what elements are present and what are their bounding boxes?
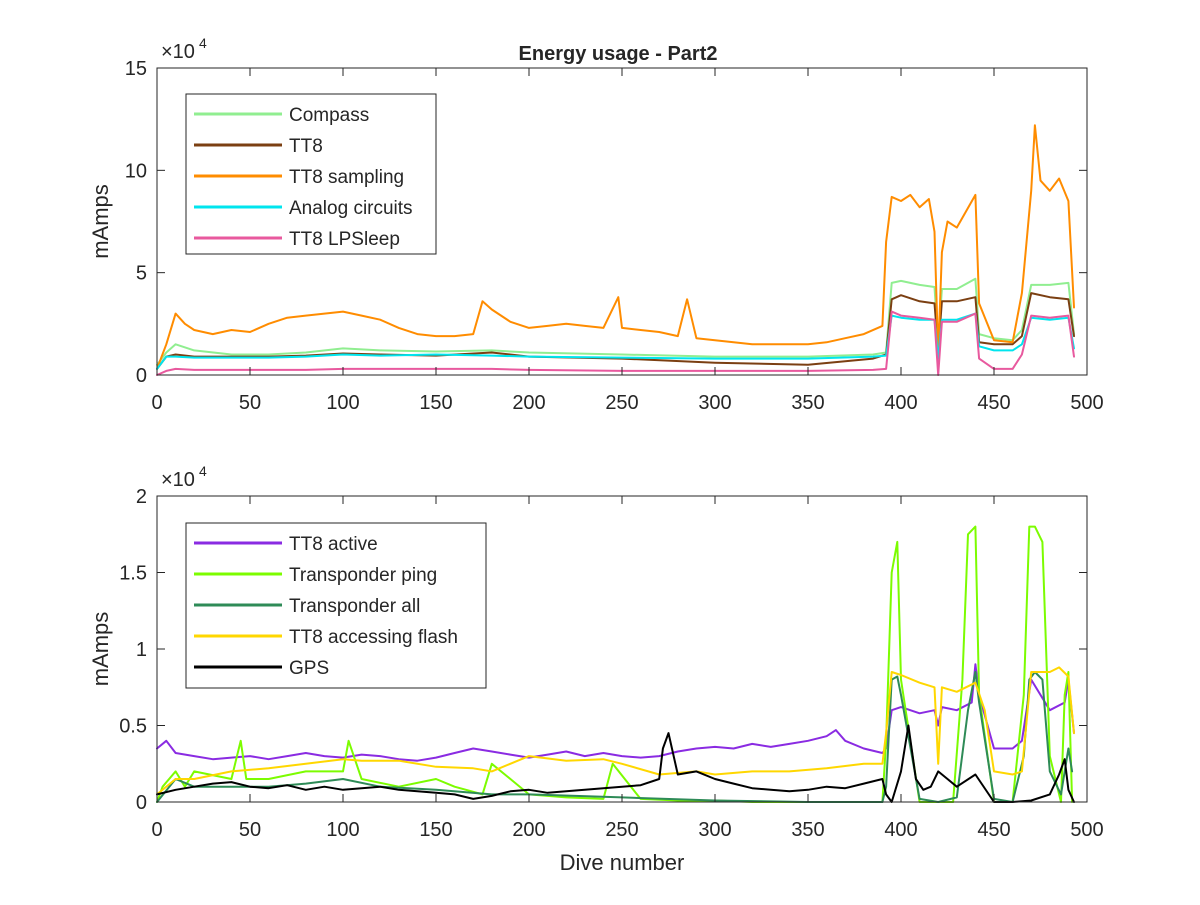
x-tick-label: 150 bbox=[419, 819, 452, 841]
x-tick-label: 250 bbox=[605, 819, 638, 841]
x-tick-label: 200 bbox=[512, 392, 545, 414]
x-tick-label: 100 bbox=[326, 392, 359, 414]
x-tick-label: 150 bbox=[419, 392, 452, 414]
bottom-plot: 0 50 100 150 200 250 300 350 400 450 500 0 0.5 1 1.5 2 ×… bbox=[88, 463, 1104, 875]
legend-box bbox=[185, 93, 437, 255]
x-tick-label: 450 bbox=[977, 392, 1010, 414]
y-tick-label: 1.5 bbox=[119, 563, 147, 585]
y-axis-label: mAmps bbox=[88, 184, 113, 259]
y-tick-label: 15 bbox=[125, 58, 147, 80]
legend-label: TT8 accessing flash bbox=[289, 627, 458, 648]
y-tick-label: 1 bbox=[136, 639, 147, 661]
series-line-tt8-lpsleep bbox=[156, 310, 1075, 376]
x-axis-label: Dive number bbox=[560, 850, 685, 875]
series-line-analog-circuits bbox=[156, 312, 1075, 370]
x-tick-label: 50 bbox=[239, 392, 261, 414]
legend-label: Analog circuits bbox=[289, 198, 413, 219]
x-tick-label: 500 bbox=[1070, 392, 1103, 414]
chart-title: Energy usage - Part2 bbox=[519, 43, 718, 65]
series-line-tt8-accessing-flash bbox=[156, 666, 1075, 796]
x-tick-label: 0 bbox=[151, 819, 162, 841]
x-tick-label: 200 bbox=[512, 819, 545, 841]
x-tick-label: 350 bbox=[791, 392, 824, 414]
x-tick-label: 400 bbox=[884, 392, 917, 414]
top-plot: 0 50 100 150 200 250 300 350 400 450 500 0 5 10 15 ×10 4… bbox=[88, 35, 1104, 414]
legend-label: Transponder all bbox=[289, 596, 420, 617]
y-tick-label: 10 bbox=[125, 160, 147, 182]
legend-label: Compass bbox=[289, 105, 369, 126]
y-tick-label: 0 bbox=[136, 365, 147, 387]
y-exponent-power: 4 bbox=[199, 35, 207, 51]
y-tick-label: 5 bbox=[136, 263, 147, 285]
legend-label: Transponder ping bbox=[289, 565, 437, 586]
y-tick-label: 0 bbox=[136, 792, 147, 814]
y-exponent-label: ×10 bbox=[161, 41, 195, 63]
series-line-tt8-active bbox=[156, 663, 1075, 762]
y-tick-label: 0.5 bbox=[119, 716, 147, 738]
series-line-gps bbox=[156, 724, 1075, 803]
x-tick-label: 500 bbox=[1070, 819, 1103, 841]
y-exponent-power: 4 bbox=[199, 463, 207, 479]
x-tick-label: 300 bbox=[698, 392, 731, 414]
legend-label: TT8 bbox=[289, 136, 323, 157]
legend-label: TT8 sampling bbox=[289, 167, 404, 188]
legend-label: TT8 LPSleep bbox=[289, 229, 400, 250]
x-tick-label: 400 bbox=[884, 819, 917, 841]
x-tick-label: 0 bbox=[151, 392, 162, 414]
legend-label: TT8 active bbox=[289, 534, 378, 555]
y-tick-label: 2 bbox=[136, 486, 147, 508]
y-exponent-label: ×10 bbox=[161, 469, 195, 491]
x-tick-label: 350 bbox=[791, 819, 824, 841]
x-tick-label: 50 bbox=[239, 819, 261, 841]
x-tick-label: 450 bbox=[977, 819, 1010, 841]
x-tick-label: 300 bbox=[698, 819, 731, 841]
x-tick-label: 100 bbox=[326, 819, 359, 841]
y-axis-label: mAmps bbox=[88, 612, 113, 687]
legend-label: GPS bbox=[289, 658, 329, 679]
x-tick-label: 250 bbox=[605, 392, 638, 414]
series-line-tt8-sampling bbox=[156, 124, 1075, 370]
